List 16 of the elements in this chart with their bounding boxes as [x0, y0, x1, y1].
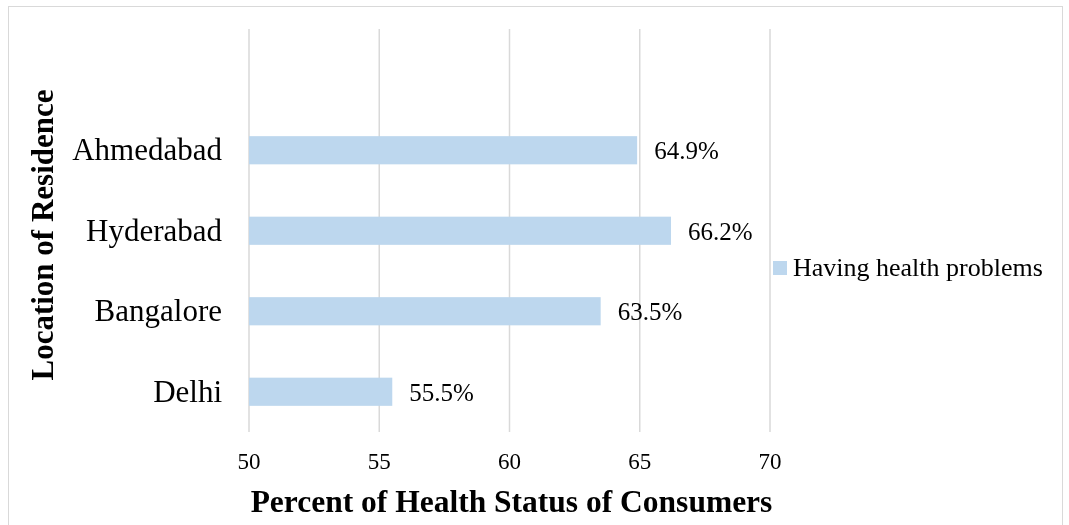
y-tick-label: Delhi: [153, 373, 223, 409]
data-label: 64.9%: [654, 137, 719, 165]
x-axis-title: Percent of Health Status of Consumers: [250, 484, 773, 519]
x-tick-label: 50: [237, 449, 261, 474]
y-tick-label: Ahmedabad: [72, 132, 223, 168]
y-tick-label: Hyderabad: [86, 212, 223, 248]
x-tick-label: 65: [628, 449, 652, 474]
y-axis-title: Location of Residence: [25, 89, 60, 381]
data-label: 66.2%: [688, 217, 753, 245]
x-tick-label: 55: [367, 449, 391, 474]
y-tick-label: Bangalore: [94, 293, 222, 329]
x-tick-label: 70: [758, 449, 782, 474]
data-label: 55.5%: [409, 378, 474, 406]
data-label: 63.5%: [617, 298, 683, 326]
legend-label: Having health problems: [793, 252, 1043, 282]
x-tick-label: 60: [498, 449, 521, 474]
